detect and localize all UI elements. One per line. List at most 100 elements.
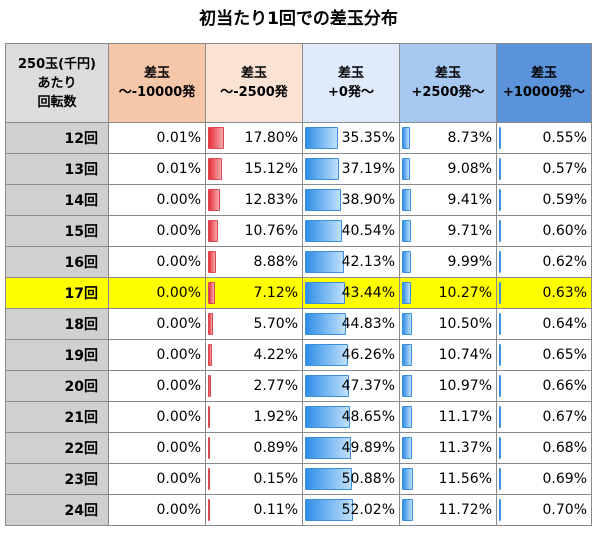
value-cell: 11.72%: [399, 494, 497, 526]
blue-data-bar: [499, 468, 501, 490]
value-label: 9.08%: [447, 161, 492, 177]
value-cell: 17.80%: [205, 122, 303, 154]
row-label: 17回: [5, 277, 109, 309]
header-row: 250玉(千円) あたり 回転数 差玉 ～-10000発 差玉 ～-2500発 …: [5, 43, 592, 123]
value-label: 0.00%: [156, 254, 201, 270]
blue-data-bar: [499, 158, 501, 180]
value-label: 0.00%: [156, 316, 201, 332]
column-header: 差玉 +10000発～: [496, 43, 592, 123]
value-label: 2.77%: [253, 378, 298, 394]
value-label: 0.55%: [542, 130, 587, 146]
value-label: 38.90%: [341, 192, 395, 208]
value-cell: 0.65%: [496, 339, 592, 371]
column-header-line: ～-2500発: [220, 85, 288, 100]
value-label: 9.99%: [447, 254, 492, 270]
blue-data-bar: [402, 282, 411, 304]
table-row: 17回 0.00% 7.12% 43.44% 10.27% 0.63%: [5, 277, 592, 309]
value-label: 10.76%: [244, 223, 298, 239]
value-label: 0.00%: [156, 440, 201, 456]
column-header-line: +10000発～: [502, 85, 586, 100]
value-cell: 0.00%: [108, 246, 206, 278]
row-label: 13回: [5, 153, 109, 185]
value-cell: 0.67%: [496, 401, 592, 433]
value-cell: 0.00%: [108, 215, 206, 247]
value-label: 9.71%: [447, 223, 492, 239]
row-header-line: 250玉(千円): [17, 56, 97, 72]
value-label: 0.00%: [156, 471, 201, 487]
value-label: 0.69%: [542, 471, 587, 487]
value-cell: 0.00%: [108, 494, 206, 526]
value-cell: 52.02%: [302, 494, 400, 526]
blue-data-bar: [499, 437, 501, 459]
value-cell: 0.66%: [496, 370, 592, 402]
red-data-bar: [208, 220, 218, 242]
value-label: 52.02%: [341, 502, 395, 518]
value-label: 9.41%: [447, 192, 492, 208]
blue-data-bar: [402, 344, 412, 366]
value-cell: 9.71%: [399, 215, 497, 247]
row-label: 22回: [5, 432, 109, 464]
row-label: 21回: [5, 401, 109, 433]
value-cell: 10.97%: [399, 370, 497, 402]
blue-data-bar: [499, 406, 501, 428]
blue-data-bar: [305, 406, 350, 428]
red-data-bar: [208, 468, 210, 490]
value-cell: 0.00%: [108, 401, 206, 433]
blue-data-bar: [305, 251, 344, 273]
value-cell: 44.83%: [302, 308, 400, 340]
value-cell: 0.00%: [108, 184, 206, 216]
value-label: 11.17%: [438, 409, 492, 425]
blue-data-bar: [305, 220, 342, 242]
value-cell: 0.59%: [496, 184, 592, 216]
blue-data-bar: [402, 220, 411, 242]
red-data-bar: [208, 158, 222, 180]
red-data-bar: [208, 251, 216, 273]
value-cell: 11.17%: [399, 401, 497, 433]
column-header-line: 差玉: [143, 66, 170, 81]
blue-data-bar: [305, 158, 339, 180]
column-header: 差玉 ～-10000発: [108, 43, 206, 123]
value-label: 0.67%: [542, 409, 587, 425]
value-label: 0.00%: [156, 378, 201, 394]
value-label: 0.65%: [542, 347, 587, 363]
blue-data-bar: [402, 313, 412, 335]
value-label: 11.72%: [438, 502, 492, 518]
table-row: 23回 0.00% 0.15% 50.88% 11.56% 0.69%: [5, 463, 592, 495]
value-label: 48.65%: [341, 409, 395, 425]
blue-data-bar: [402, 251, 411, 273]
blue-data-bar: [499, 282, 501, 304]
table-row: 12回 0.01% 17.80% 35.35% 8.73% 0.55%: [5, 122, 592, 154]
value-label: 0.00%: [156, 223, 201, 239]
value-label: 50.88%: [341, 471, 395, 487]
table-row: 21回 0.00% 1.92% 48.65% 11.17% 0.67%: [5, 401, 592, 433]
value-cell: 40.54%: [302, 215, 400, 247]
table-row: 13回 0.01% 15.12% 37.19% 9.08% 0.57%: [5, 153, 592, 185]
blue-data-bar: [499, 220, 501, 242]
value-label: 0.64%: [542, 316, 587, 332]
value-label: 17.80%: [244, 130, 298, 146]
blue-data-bar: [305, 127, 338, 149]
value-label: 0.62%: [542, 254, 587, 270]
value-label: 11.56%: [438, 471, 492, 487]
value-label: 44.83%: [341, 316, 395, 332]
value-label: 43.44%: [341, 285, 395, 301]
red-data-bar: [208, 189, 220, 211]
blue-data-bar: [499, 499, 501, 521]
value-label: 0.15%: [253, 471, 298, 487]
blue-data-bar: [499, 251, 501, 273]
value-cell: 42.13%: [302, 246, 400, 278]
value-label: 46.26%: [341, 347, 395, 363]
row-label: 23回: [5, 463, 109, 495]
blue-data-bar: [402, 158, 410, 180]
red-data-bar: [208, 499, 210, 521]
blue-data-bar: [402, 127, 410, 149]
value-label: 0.00%: [156, 285, 201, 301]
value-cell: 15.12%: [205, 153, 303, 185]
value-label: 0.70%: [542, 502, 587, 518]
value-cell: 0.00%: [108, 277, 206, 309]
blue-data-bar: [499, 344, 501, 366]
value-cell: 4.22%: [205, 339, 303, 371]
column-header-line: 差玉: [240, 66, 267, 81]
value-cell: 7.12%: [205, 277, 303, 309]
blue-data-bar: [305, 468, 352, 490]
